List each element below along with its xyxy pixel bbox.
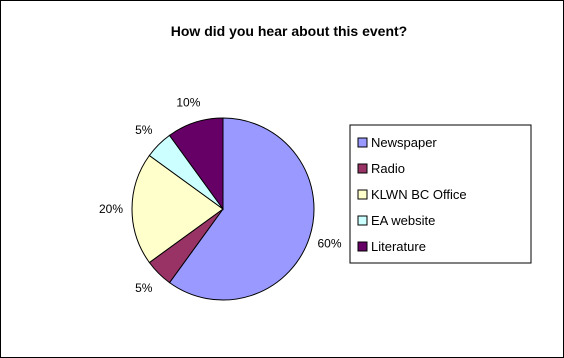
chart-title: How did you hear about this event? [171,23,407,39]
pie-data-labels: 60% 5% 20% 5% 10% [99,96,342,296]
legend-label: Literature [371,239,426,254]
legend-label: Radio [371,161,405,176]
legend-label: Newspaper [371,135,437,150]
legend-swatch [357,137,368,148]
legend-swatch [357,241,368,252]
data-label-radio: 5% [135,281,153,295]
pie-slice-newspaper [168,117,315,301]
legend-label: EA website [371,213,435,228]
data-label-literature: 10% [176,96,200,110]
legend-swatch [357,189,368,200]
pie-slices [131,117,315,301]
legend-swatch [357,215,368,226]
legend: Newspaper Radio KLWN BC Office EA website Li… [349,124,532,264]
data-label-klwn-bc-office: 20% [99,202,123,216]
legend-label: KLWN BC Office [371,187,467,202]
pie-slice-literature [168,117,224,211]
data-label-newspaper: 60% [317,237,341,251]
legend-swatch [357,163,368,174]
data-label-ea-website: 5% [135,123,153,137]
pie-slice-klwn-bc-office [131,154,224,264]
legend-box [349,124,532,264]
